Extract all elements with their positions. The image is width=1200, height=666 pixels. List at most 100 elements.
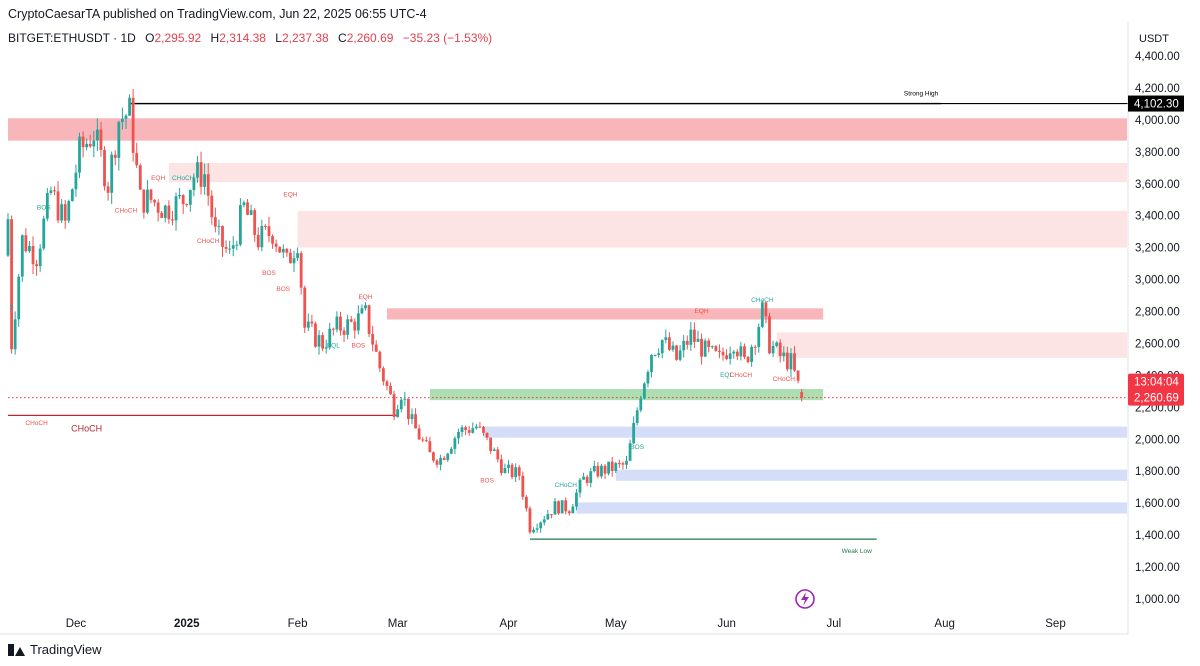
candle-body[interactable] bbox=[675, 345, 678, 360]
candle-body[interactable] bbox=[45, 193, 49, 219]
candle-body[interactable] bbox=[17, 276, 21, 320]
candle-body[interactable] bbox=[321, 335, 325, 349]
candle-body[interactable] bbox=[60, 204, 64, 221]
candle-body[interactable] bbox=[421, 439, 425, 441]
candle-body[interactable] bbox=[35, 264, 39, 267]
candle-body[interactable] bbox=[385, 381, 389, 386]
candle-body[interactable] bbox=[217, 226, 221, 228]
symbol-label[interactable]: BITGET:ETHUSDT · 1D bbox=[8, 31, 136, 45]
candle-body[interactable] bbox=[99, 129, 103, 151]
candle-body[interactable] bbox=[718, 350, 721, 352]
candle-body[interactable] bbox=[314, 323, 317, 347]
candle-body[interactable] bbox=[732, 351, 736, 354]
candle-body[interactable] bbox=[664, 337, 668, 341]
candle-body[interactable] bbox=[328, 328, 332, 348]
candle-body[interactable] bbox=[206, 174, 210, 196]
candle-body[interactable] bbox=[299, 253, 303, 288]
candle-body[interactable] bbox=[625, 460, 628, 465]
candle-body[interactable] bbox=[632, 422, 636, 444]
candle-body[interactable] bbox=[138, 165, 142, 190]
candle-body[interactable] bbox=[349, 319, 353, 322]
zone-supply-3[interactable] bbox=[386, 308, 824, 320]
candle-body[interactable] bbox=[160, 212, 164, 218]
candle-body[interactable] bbox=[335, 316, 339, 330]
candle-body[interactable] bbox=[188, 189, 192, 205]
candle-body[interactable] bbox=[221, 226, 224, 247]
candle-body[interactable] bbox=[610, 461, 614, 472]
tradingview-logo-icon[interactable] bbox=[8, 643, 25, 656]
candle-body[interactable] bbox=[213, 217, 217, 227]
candle-body[interactable] bbox=[507, 464, 510, 469]
candle-body[interactable] bbox=[564, 500, 568, 512]
candle-body[interactable] bbox=[181, 195, 185, 205]
candle-body[interactable] bbox=[728, 353, 732, 359]
candle-body[interactable] bbox=[685, 340, 689, 345]
candle-body[interactable] bbox=[92, 140, 96, 147]
candle-body[interactable] bbox=[600, 465, 603, 477]
candle-body[interactable] bbox=[657, 353, 661, 356]
candle-body[interactable] bbox=[242, 202, 246, 206]
zone-demand-8[interactable] bbox=[576, 502, 1127, 514]
candle-body[interactable] bbox=[539, 522, 543, 529]
candle-body[interactable] bbox=[117, 121, 121, 158]
zone-demand-7[interactable] bbox=[615, 469, 1127, 481]
candle-body[interactable] bbox=[163, 205, 167, 218]
candle-body[interactable] bbox=[274, 243, 278, 247]
candle-body[interactable] bbox=[306, 321, 310, 328]
candle-body[interactable] bbox=[482, 426, 485, 433]
candle-body[interactable] bbox=[642, 383, 646, 399]
candle-body[interactable] bbox=[167, 205, 171, 220]
candle-body[interactable] bbox=[85, 143, 89, 148]
candle-body[interactable] bbox=[389, 385, 392, 395]
candle-body[interactable] bbox=[364, 305, 367, 309]
candle-body[interactable] bbox=[582, 476, 585, 480]
candle-body[interactable] bbox=[689, 329, 693, 345]
candle-body[interactable] bbox=[360, 308, 364, 314]
candle-body[interactable] bbox=[682, 340, 686, 351]
candle-body[interactable] bbox=[256, 234, 260, 248]
candle-body[interactable] bbox=[67, 201, 71, 221]
candle-body[interactable] bbox=[342, 330, 346, 335]
candle-body[interactable] bbox=[392, 394, 396, 418]
candle-body[interactable] bbox=[53, 190, 56, 192]
candle-body[interactable] bbox=[339, 316, 342, 331]
candle-body[interactable] bbox=[492, 449, 496, 451]
candle-body[interactable] bbox=[6, 219, 10, 256]
candle-body[interactable] bbox=[474, 426, 478, 429]
candle-body[interactable] bbox=[660, 340, 664, 354]
candle-body[interactable] bbox=[253, 210, 257, 235]
candle-body[interactable] bbox=[517, 467, 521, 476]
candle-body[interactable] bbox=[20, 235, 24, 277]
candle-body[interactable] bbox=[678, 350, 682, 360]
lightning-icon[interactable] bbox=[795, 589, 815, 609]
candle-body[interactable] bbox=[231, 245, 235, 249]
candle-body[interactable] bbox=[414, 414, 417, 429]
candle-body[interactable] bbox=[535, 528, 539, 530]
candle-body[interactable] bbox=[489, 437, 493, 451]
candle-body[interactable] bbox=[471, 428, 475, 433]
candle-body[interactable] bbox=[496, 449, 500, 460]
candle-body[interactable] bbox=[721, 351, 725, 356]
footer-brand[interactable]: TradingView bbox=[30, 642, 102, 657]
candle-body[interactable] bbox=[671, 345, 675, 350]
candle-body[interactable] bbox=[757, 326, 761, 348]
candle-body[interactable] bbox=[121, 118, 124, 122]
candle-body[interactable] bbox=[510, 464, 514, 478]
candle-body[interactable] bbox=[331, 328, 335, 330]
candle-body[interactable] bbox=[407, 398, 410, 420]
candle-body[interactable] bbox=[24, 235, 28, 252]
candle-body[interactable] bbox=[693, 329, 696, 342]
candle-body[interactable] bbox=[396, 409, 400, 418]
candle-body[interactable] bbox=[95, 129, 99, 141]
candle-body[interactable] bbox=[278, 246, 282, 253]
candle-body[interactable] bbox=[70, 189, 74, 202]
candle-body[interactable] bbox=[185, 204, 189, 206]
candle-body[interactable] bbox=[650, 355, 653, 372]
candle-body[interactable] bbox=[296, 253, 299, 259]
candle-body[interactable] bbox=[74, 172, 78, 190]
candle-body[interactable] bbox=[485, 432, 489, 438]
candle-body[interactable] bbox=[28, 245, 31, 252]
candle-body[interactable] bbox=[621, 463, 625, 465]
candle-body[interactable] bbox=[457, 432, 460, 439]
candle-body[interactable] bbox=[49, 190, 53, 194]
